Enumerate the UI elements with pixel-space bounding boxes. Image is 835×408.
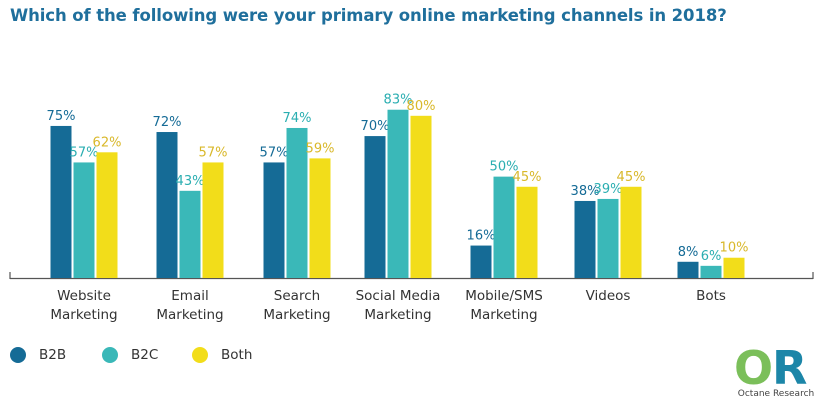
- bar-b2b-3: [364, 136, 386, 278]
- bar-b2b-5: [574, 200, 596, 278]
- legend-swatch-b2b: [10, 347, 26, 363]
- legend-item-both: Both: [192, 344, 252, 366]
- bar-both-2: [309, 158, 331, 278]
- category-label-2-line-0: Search: [274, 288, 320, 304]
- data-label-both-1: 57%: [199, 145, 228, 160]
- legend-swatch-both: [192, 347, 208, 363]
- bar-b2c-0: [73, 162, 95, 278]
- bar-b2c-3: [387, 109, 409, 278]
- data-label-both-0: 62%: [93, 135, 122, 150]
- logo-mark-o: O: [734, 341, 773, 395]
- bar-both-0: [96, 152, 118, 278]
- logo-mark-r: R: [772, 341, 807, 395]
- chart-legend: B2B B2C Both: [0, 344, 835, 366]
- category-label-3-line-1: Marketing: [364, 307, 431, 323]
- octane-research-logo: O R: [734, 341, 807, 395]
- data-label-both-4: 45%: [513, 170, 542, 185]
- legend-item-b2c: B2C: [102, 344, 158, 366]
- data-label-b2c-0: 57%: [70, 145, 99, 160]
- bar-b2c-6: [700, 265, 722, 278]
- legend-label-b2b: B2B: [39, 347, 67, 363]
- category-label-3-line-0: Social Media: [356, 288, 441, 304]
- category-label-4-line-0: Mobile/SMS: [465, 288, 543, 304]
- category-label-5-line-0: Videos: [586, 288, 631, 304]
- data-label-both-5: 45%: [617, 170, 646, 185]
- bar-b2b-2: [263, 162, 285, 278]
- bar-b2c-5: [597, 198, 619, 278]
- bar-both-1: [202, 162, 224, 278]
- category-label-0-line-0: Website: [57, 288, 111, 304]
- category-label-0-line-1: Marketing: [50, 307, 117, 323]
- category-label-4-line-1: Marketing: [470, 307, 537, 323]
- legend-label-b2c: B2C: [131, 347, 159, 363]
- data-label-b2b-3: 70%: [361, 119, 390, 134]
- data-label-b2b-5: 38%: [571, 184, 600, 199]
- legend-label-both: Both: [221, 347, 253, 363]
- bar-b2c-1: [179, 190, 201, 278]
- data-label-both-3: 80%: [407, 99, 436, 114]
- chart-title: Which of the following were your primary…: [10, 6, 727, 25]
- category-label-1-line-0: Email: [171, 288, 208, 304]
- data-label-b2b-1: 72%: [153, 115, 182, 130]
- data-label-b2c-3: 83%: [384, 93, 413, 108]
- category-label-2-line-1: Marketing: [263, 307, 330, 323]
- bar-b2c-4: [493, 176, 515, 278]
- bar-both-5: [620, 186, 642, 278]
- data-label-b2b-2: 57%: [260, 145, 289, 160]
- bar-b2b-1: [156, 132, 178, 278]
- data-label-b2b-6: 8%: [678, 245, 699, 260]
- data-label-b2c-5: 39%: [594, 182, 623, 197]
- data-label-b2b-4: 16%: [467, 229, 496, 244]
- data-label-b2c-4: 50%: [490, 160, 519, 175]
- data-label-b2c-2: 74%: [283, 111, 312, 126]
- data-label-b2b-0: 75%: [47, 109, 76, 124]
- legend-item-b2b: B2B: [10, 344, 66, 366]
- bar-both-6: [723, 257, 745, 278]
- bar-both-4: [516, 186, 538, 278]
- category-label-6-line-0: Bots: [696, 288, 726, 304]
- logo-text: Octane Research: [737, 389, 815, 399]
- data-label-b2c-1: 43%: [176, 174, 205, 189]
- data-label-both-6: 10%: [720, 241, 749, 256]
- bar-b2b-6: [677, 261, 699, 278]
- bar-b2b-4: [470, 245, 492, 278]
- data-label-both-2: 59%: [306, 141, 335, 156]
- bar-chart: 75%57%62%WebsiteMarketing72%43%57%EmailM…: [9, 93, 814, 323]
- bar-b2b-0: [50, 125, 72, 278]
- bar-both-3: [410, 115, 432, 278]
- bar-b2c-2: [286, 127, 308, 278]
- data-label-b2c-6: 6%: [701, 249, 722, 264]
- legend-swatch-b2c: [102, 347, 118, 363]
- category-label-1-line-1: Marketing: [156, 307, 223, 323]
